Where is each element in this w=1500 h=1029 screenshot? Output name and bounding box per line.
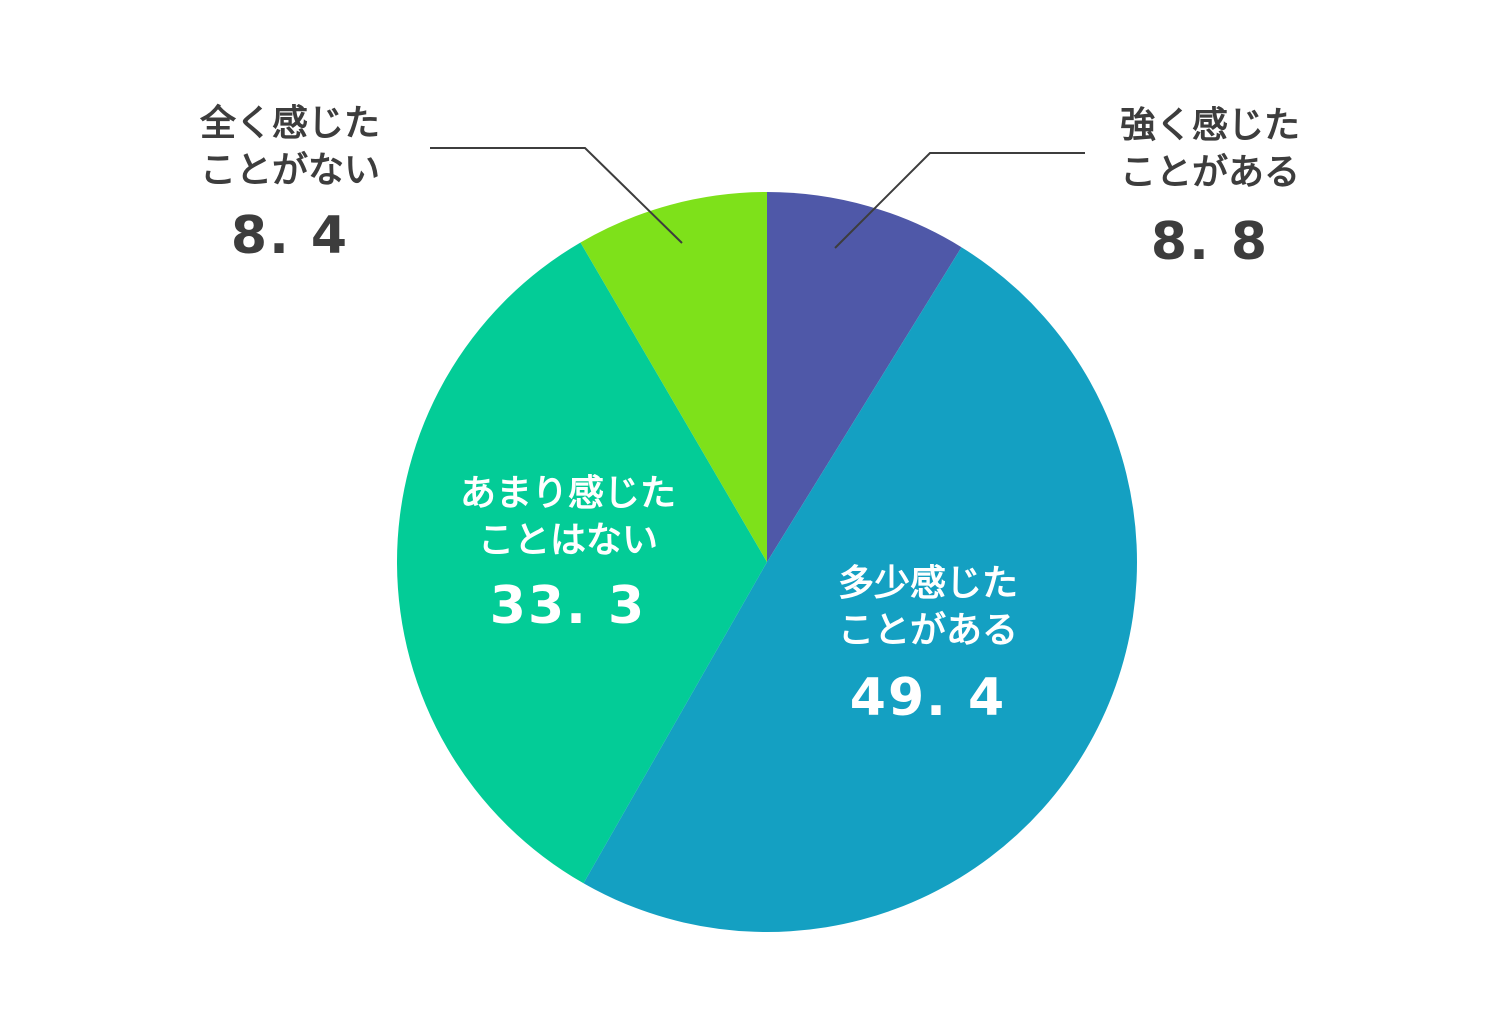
pie-slice [767, 192, 962, 562]
value-label: 49. 4 [849, 668, 1007, 728]
pie-slice [583, 247, 1137, 933]
value-label: 8. 8 [1150, 212, 1270, 272]
leader-line [834, 152, 1085, 249]
slice-label: 全く感じた ことがない [199, 103, 381, 191]
slice-label: 強く感じた ことがある [1119, 105, 1301, 193]
pie-slice [580, 192, 767, 562]
value-label: 33. 3 [489, 576, 647, 636]
value-label: 8. 4 [230, 206, 350, 266]
slice-label: あまり感じた ことはない [459, 473, 677, 561]
pie-slice [396, 242, 767, 884]
slice-label: 多少感じた ことがある [837, 563, 1019, 651]
leader-line [430, 147, 683, 244]
